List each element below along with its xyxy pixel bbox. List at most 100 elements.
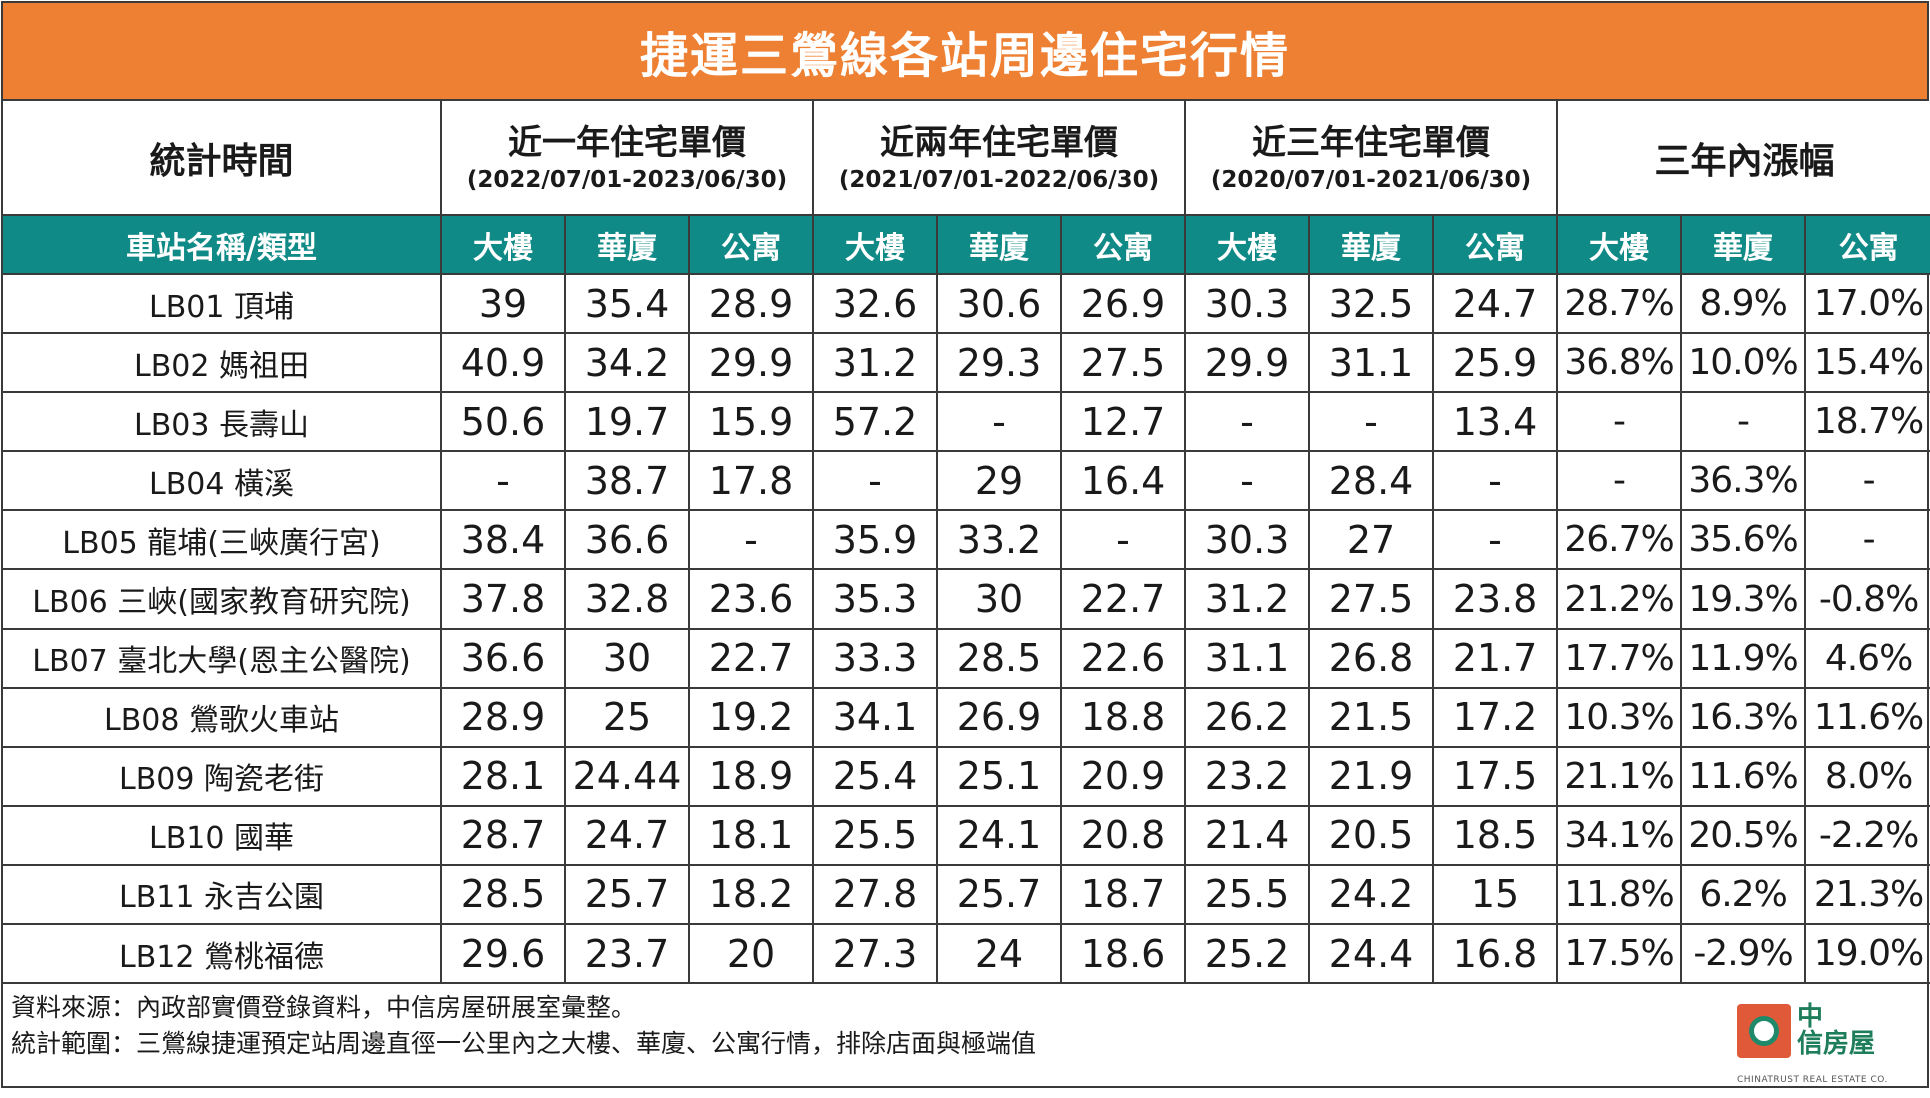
growth-cell: 20.5% bbox=[1680, 804, 1807, 866]
group-title: 近一年住宅單價 bbox=[508, 122, 746, 163]
price-cell: 23.6 bbox=[687, 568, 815, 630]
table-row: LB07 臺北大學(恩主公醫院) 36.6 30 22.7 33.3 28.5 22.6 31… bbox=[3, 627, 1930, 689]
type-header: 華廈 bbox=[1308, 214, 1435, 275]
type-header: 大樓 bbox=[1184, 214, 1311, 275]
price-cell: 27.3 bbox=[812, 923, 939, 985]
price-cell: 57.2 bbox=[812, 391, 939, 453]
price-cell: 32.5 bbox=[1308, 274, 1435, 335]
growth-cell: 28.7% bbox=[1556, 274, 1683, 335]
station-name-cell: LB09 陶瓷老街 bbox=[3, 745, 442, 807]
growth-cell: - bbox=[1680, 391, 1807, 453]
period-label-cell: 統計時間 bbox=[3, 101, 442, 216]
group-header-growth: 三年內漲幅 bbox=[1556, 101, 1930, 216]
growth-cell: 11.6% bbox=[1804, 686, 1930, 748]
type-header: 公寓 bbox=[687, 214, 815, 275]
table-row: LB10 國華 28.7 24.7 18.1 25.5 24.1 20.8 21.4 20.5 1… bbox=[3, 804, 1930, 866]
price-cell: - bbox=[1184, 450, 1311, 512]
price-cell: 24.44 bbox=[564, 745, 690, 807]
station-name-cell: LB05 龍埔(三峽廣行宮) bbox=[3, 509, 442, 571]
price-cell: 21.5 bbox=[1308, 686, 1435, 748]
growth-cell: 6.2% bbox=[1680, 863, 1807, 926]
price-cell: 39 bbox=[440, 274, 566, 335]
price-cell: 31.2 bbox=[1184, 568, 1311, 630]
growth-cell: -2.9% bbox=[1680, 923, 1807, 985]
price-cell: 24.1 bbox=[936, 804, 1063, 866]
price-cell: 18.2 bbox=[687, 863, 815, 926]
price-cell: 21.4 bbox=[1184, 804, 1311, 866]
price-cell: 25 bbox=[564, 686, 690, 748]
growth-cell: 11.6% bbox=[1680, 745, 1807, 807]
logo-english-text: CHINATRUST REAL ESTATE CO. bbox=[1737, 1075, 1888, 1086]
table-row: LB11 永吉公園 28.5 25.7 18.2 27.8 25.7 18.7 25.5 24.… bbox=[3, 863, 1930, 926]
price-cell: 20.9 bbox=[1060, 745, 1187, 807]
station-name-cell: LB06 三峽(國家教育研究院) bbox=[3, 568, 442, 630]
growth-cell: 35.6% bbox=[1680, 509, 1807, 571]
price-table: 統計時間 近一年住宅單價 (2022/07/01-2023/06/30) 近兩年… bbox=[3, 101, 1930, 985]
group-header-1y: 近一年住宅單價 (2022/07/01-2023/06/30) bbox=[439, 101, 815, 216]
price-cell: 17.8 bbox=[687, 450, 815, 512]
group-title: 近三年住宅單價 bbox=[1252, 122, 1491, 163]
type-header: 公寓 bbox=[1804, 214, 1930, 275]
station-name-cell: LB08 鶯歌火車站 bbox=[3, 686, 442, 748]
price-cell: 21.7 bbox=[1432, 627, 1559, 689]
header-row-types: 車站名稱/類型 大樓 華廈 公寓 大樓 華廈 公寓 大樓 華廈 公寓 大樓 華廈… bbox=[3, 214, 1930, 275]
price-cell: 24.2 bbox=[1308, 863, 1435, 926]
price-cell: 35.3 bbox=[812, 568, 939, 630]
source-note: 資料來源：內政部實價登錄資料，中信房屋研展室彙整。 bbox=[11, 993, 637, 1023]
price-cell: 28.4 bbox=[1308, 450, 1435, 512]
type-header: 公寓 bbox=[1060, 214, 1187, 275]
price-cell: 31.2 bbox=[812, 332, 939, 394]
group-range: (2020/07/01-2021/06/30) bbox=[1210, 166, 1532, 193]
station-name-cell: LB07 臺北大學(恩主公醫院) bbox=[3, 627, 442, 689]
table-row: LB09 陶瓷老街 28.1 24.44 18.9 25.4 25.1 20.9 23.2 21… bbox=[3, 745, 1930, 807]
price-cell: 29.6 bbox=[440, 923, 566, 985]
growth-cell: 36.3% bbox=[1680, 450, 1807, 512]
price-cell: 28.9 bbox=[440, 686, 566, 748]
growth-cell: 19.3% bbox=[1680, 568, 1807, 630]
table-row: LB06 三峽(國家教育研究院) 37.8 32.8 23.6 35.3 30 22.7 31… bbox=[3, 568, 1930, 630]
price-cell: 29.9 bbox=[687, 332, 815, 394]
type-header: 華廈 bbox=[936, 214, 1063, 275]
price-cell: - bbox=[936, 391, 1063, 453]
growth-cell: 10.0% bbox=[1680, 332, 1807, 394]
price-cell: - bbox=[1184, 391, 1311, 453]
price-cell: 29.9 bbox=[1184, 332, 1311, 394]
growth-cell: 17.0% bbox=[1804, 274, 1930, 335]
group-header-2y: 近兩年住宅單價 (2021/07/01-2022/06/30) bbox=[812, 101, 1187, 216]
price-cell: 26.8 bbox=[1308, 627, 1435, 689]
price-cell: 24.7 bbox=[1432, 274, 1559, 335]
logo-brand-text: 中 信房屋 bbox=[1797, 1002, 1876, 1060]
price-cell: 27.5 bbox=[1060, 332, 1187, 394]
price-cell: 25.7 bbox=[936, 863, 1063, 926]
price-cell: 22.7 bbox=[1060, 568, 1187, 630]
price-cell: 18.6 bbox=[1060, 923, 1187, 985]
company-logo: 中 信房屋 CHINATRUST REAL ESTATE CO. bbox=[1737, 1002, 1887, 1085]
price-cell: 18.7 bbox=[1060, 863, 1187, 926]
price-cell: 24.4 bbox=[1308, 923, 1435, 985]
price-cell: 33.3 bbox=[812, 627, 939, 689]
price-cell: 25.2 bbox=[1184, 923, 1311, 985]
price-cell: 29 bbox=[936, 450, 1063, 512]
growth-cell: 18.7% bbox=[1804, 391, 1930, 453]
price-cell: 25.5 bbox=[1184, 863, 1311, 926]
growth-cell: 16.3% bbox=[1680, 686, 1807, 748]
price-cell: 25.1 bbox=[936, 745, 1063, 807]
price-cell: 23.7 bbox=[564, 923, 690, 985]
price-cell: 50.6 bbox=[440, 391, 566, 453]
price-cell: 30.3 bbox=[1184, 274, 1311, 335]
price-cell: 21.9 bbox=[1308, 745, 1435, 807]
price-cell: 32.6 bbox=[812, 274, 939, 335]
table-row: LB02 媽祖田 40.9 34.2 29.9 31.2 29.3 27.5 29.9 31.1… bbox=[3, 332, 1930, 394]
growth-cell: 11.9% bbox=[1680, 627, 1807, 689]
price-cell: 28.5 bbox=[936, 627, 1063, 689]
group-title: 近兩年住宅單價 bbox=[880, 122, 1119, 163]
price-cell: 30 bbox=[564, 627, 690, 689]
price-cell: - bbox=[1432, 509, 1559, 571]
group-range: (2021/07/01-2022/06/30) bbox=[838, 166, 1160, 193]
price-cell: 26.9 bbox=[1060, 274, 1187, 335]
header-row-periods: 統計時間 近一年住宅單價 (2022/07/01-2023/06/30) 近兩年… bbox=[3, 101, 1930, 216]
price-cell: 37.8 bbox=[440, 568, 566, 630]
growth-cell: - bbox=[1804, 450, 1930, 512]
growth-cell: 34.1% bbox=[1556, 804, 1683, 866]
price-cell: 12.7 bbox=[1060, 391, 1187, 453]
